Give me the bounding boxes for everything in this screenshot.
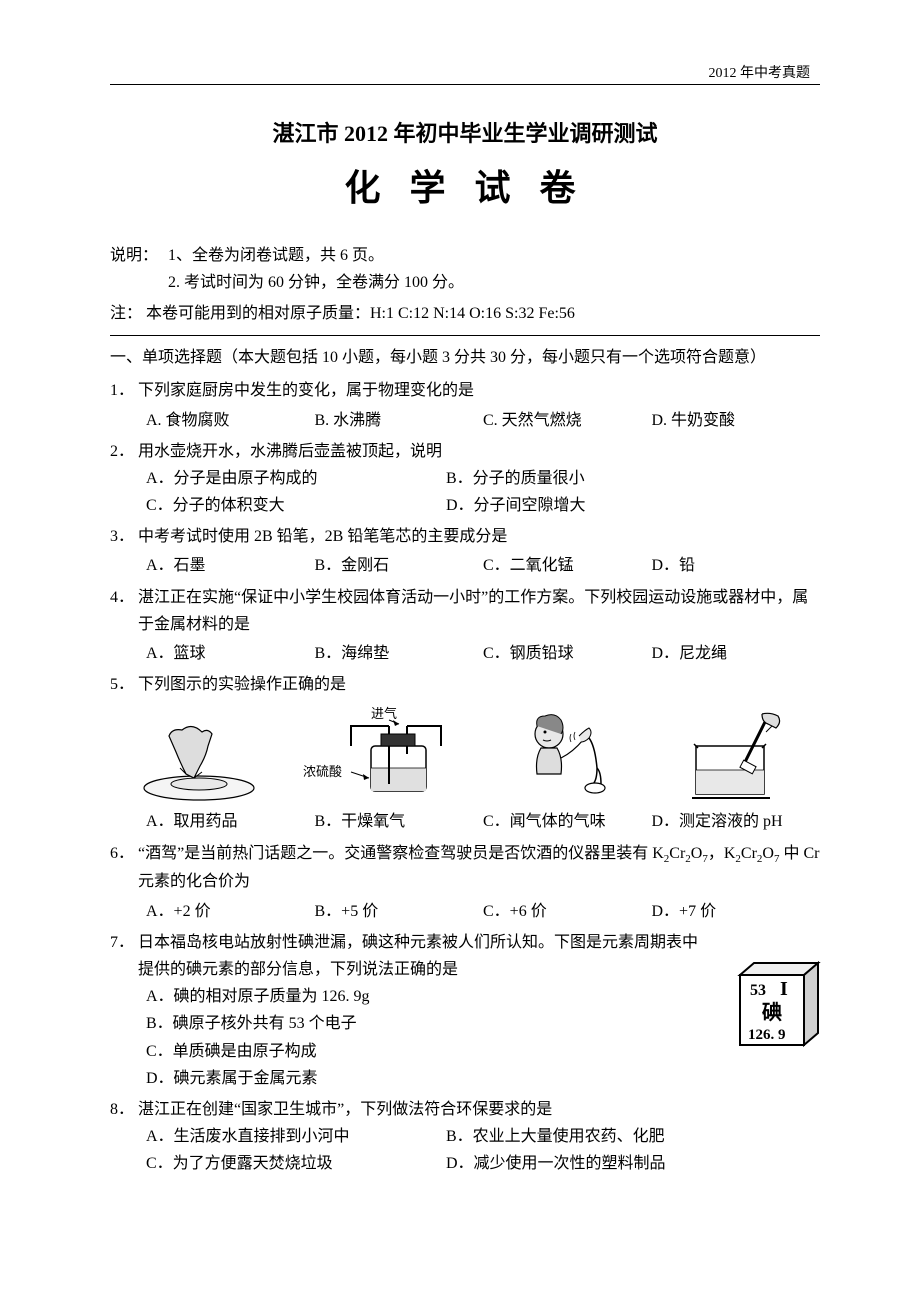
q8-option-b: B．农业上大量使用农药、化肥 bbox=[446, 1123, 820, 1150]
svg-text:I: I bbox=[780, 978, 788, 1000]
q8-number: 8． bbox=[110, 1096, 138, 1123]
q8-option-a: A．生活废水直接排到小河中 bbox=[146, 1123, 446, 1150]
q7-element-box: 53 I 碘 126. 9 bbox=[730, 957, 830, 1066]
section-rule bbox=[110, 335, 820, 336]
atomic-masses-note: 本卷可能用到的相对原子质量：H:1 C:12 N:14 O:16 S:32 Fe… bbox=[146, 300, 575, 327]
svg-text:碘: 碘 bbox=[762, 1001, 782, 1024]
q1-option-a: A. 食物腐败 bbox=[146, 407, 315, 434]
q2-option-b: B．分子的质量很小 bbox=[446, 465, 820, 492]
q6-option-c: C．+6 价 bbox=[483, 898, 652, 925]
q2-option-c: C．分子的体积变大 bbox=[146, 492, 446, 519]
q5-figure-a bbox=[110, 716, 288, 806]
q5-figure-b: 进气 浓硫酸 bbox=[288, 706, 466, 806]
q3-stem: 中考考试时使用 2B 铅笔，2B 铅笔笔芯的主要成分是 bbox=[138, 523, 820, 550]
q1-option-d: D. 牛奶变酸 bbox=[652, 407, 821, 434]
q5-b-label-acid: 浓硫酸 bbox=[303, 764, 342, 779]
q3-option-d: D．铅 bbox=[652, 552, 821, 579]
instructions-label: 说明： bbox=[110, 242, 168, 269]
question-4: 4． 湛江正在实施“保证中小学生校园体育活动一小时”的工作方案。下列校园运动设施… bbox=[110, 584, 820, 668]
exam-subtitle: 湛江市 2012 年初中毕业生学业调研测试 bbox=[110, 115, 820, 152]
page-header-right: 2012 年中考真题 bbox=[709, 62, 811, 86]
q2-option-a: A．分子是由原子构成的 bbox=[146, 465, 446, 492]
q5-stem: 下列图示的实验操作正确的是 bbox=[138, 671, 820, 698]
instructions-block: 说明： 1、全卷为闭卷试题，共 6 页。 2. 考试时间为 60 分钟，全卷满分… bbox=[110, 242, 820, 328]
q3-option-a: A．石墨 bbox=[146, 552, 315, 579]
question-1: 1． 下列家庭厨房中发生的变化，属于物理变化的是 A. 食物腐败 B. 水沸腾 … bbox=[110, 377, 820, 433]
q5-option-b: B．干燥氧气 bbox=[315, 808, 484, 835]
q8-option-c: C．为了方便露天焚烧垃圾 bbox=[146, 1150, 446, 1177]
q1-stem: 下列家庭厨房中发生的变化，属于物理变化的是 bbox=[138, 377, 820, 404]
q2-number: 2． bbox=[110, 438, 138, 465]
q8-stem: 湛江正在创建“国家卫生城市”，下列做法符合环保要求的是 bbox=[138, 1096, 820, 1123]
question-2: 2． 用水壶烧开水，水沸腾后壶盖被顶起，说明 A．分子是由原子构成的 B．分子的… bbox=[110, 438, 820, 520]
q6-option-d: D．+7 价 bbox=[652, 898, 821, 925]
q7-option-a: A．碘的相对原子质量为 126. 9g bbox=[146, 983, 820, 1010]
q1-option-b: B. 水沸腾 bbox=[315, 407, 484, 434]
q7-option-b: B．碘原子核外共有 53 个电子 bbox=[146, 1010, 820, 1037]
q7-option-c: C．单质碘是由原子构成 bbox=[146, 1038, 820, 1065]
q1-option-c: C. 天然气燃烧 bbox=[483, 407, 652, 434]
q6-option-b: B．+5 价 bbox=[315, 898, 484, 925]
q2-option-d: D．分子间空隙增大 bbox=[446, 492, 820, 519]
q8-option-d: D．减少使用一次性的塑料制品 bbox=[446, 1150, 820, 1177]
q5-number: 5． bbox=[110, 671, 138, 698]
spacer bbox=[110, 269, 168, 296]
instructions-line-1: 1、全卷为闭卷试题，共 6 页。 bbox=[168, 242, 384, 269]
section-1-heading: 一、单项选择题（本大题包括 10 小题，每小题 3 分共 30 分，每小题只有一… bbox=[110, 344, 820, 371]
q5-figure-c bbox=[465, 706, 643, 806]
q4-stem: 湛江正在实施“保证中小学生校园体育活动一小时”的工作方案。下列校园运动设施或器材… bbox=[138, 584, 820, 638]
q5-option-a: A．取用药品 bbox=[146, 808, 315, 835]
q7-number: 7． bbox=[110, 929, 138, 983]
question-3: 3． 中考考试时使用 2B 铅笔，2B 铅笔笔芯的主要成分是 A．石墨 B．金刚… bbox=[110, 523, 820, 579]
q7-option-d: D．碘元素属于金属元素 bbox=[146, 1065, 820, 1092]
instructions-line-2: 2. 考试时间为 60 分钟，全卷满分 100 分。 bbox=[168, 269, 464, 296]
exam-title: 化 学 试 卷 bbox=[110, 158, 820, 219]
svg-text:53: 53 bbox=[750, 982, 766, 999]
question-6: 6． “酒驾”是当前热门话题之一。交通警察检查驾驶员是否饮酒的仪器里装有 K2C… bbox=[110, 840, 820, 925]
q6-option-a: A．+2 价 bbox=[146, 898, 315, 925]
q4-option-c: C．钢质铅球 bbox=[483, 640, 652, 667]
question-5: 5． 下列图示的实验操作正确的是 进气 bbox=[110, 671, 820, 835]
q6-stem: “酒驾”是当前热门话题之一。交通警察检查驾驶员是否饮酒的仪器里装有 K2Cr2O… bbox=[138, 840, 820, 896]
q4-option-b: B．海绵垫 bbox=[315, 640, 484, 667]
question-7: 7． 日本福岛核电站放射性碘泄漏，碘这种元素被人们所认知。下图是元素周期表中提供… bbox=[110, 929, 820, 1092]
question-8: 8． 湛江正在创建“国家卫生城市”，下列做法符合环保要求的是 A．生活废水直接排… bbox=[110, 1096, 820, 1178]
q3-option-b: B．金刚石 bbox=[315, 552, 484, 579]
svg-text:126. 9: 126. 9 bbox=[748, 1027, 786, 1043]
q2-stem: 用水壶烧开水，水沸腾后壶盖被顶起，说明 bbox=[138, 438, 820, 465]
q5-b-label-in: 进气 bbox=[371, 706, 397, 721]
q5-figure-d bbox=[643, 706, 821, 806]
q4-number: 4． bbox=[110, 584, 138, 638]
q1-number: 1． bbox=[110, 377, 138, 404]
q3-number: 3． bbox=[110, 523, 138, 550]
q5-option-d: D．测定溶液的 pH bbox=[652, 808, 821, 835]
q4-option-d: D．尼龙绳 bbox=[652, 640, 821, 667]
q5-option-c: C．闻气体的气味 bbox=[483, 808, 652, 835]
q6-number: 6． bbox=[110, 840, 138, 896]
q4-option-a: A．篮球 bbox=[146, 640, 315, 667]
note-label: 注： bbox=[110, 300, 146, 327]
q3-option-c: C．二氧化锰 bbox=[483, 552, 652, 579]
q7-stem: 日本福岛核电站放射性碘泄漏，碘这种元素被人们所认知。下图是元素周期表中提供的碘元… bbox=[138, 929, 820, 983]
